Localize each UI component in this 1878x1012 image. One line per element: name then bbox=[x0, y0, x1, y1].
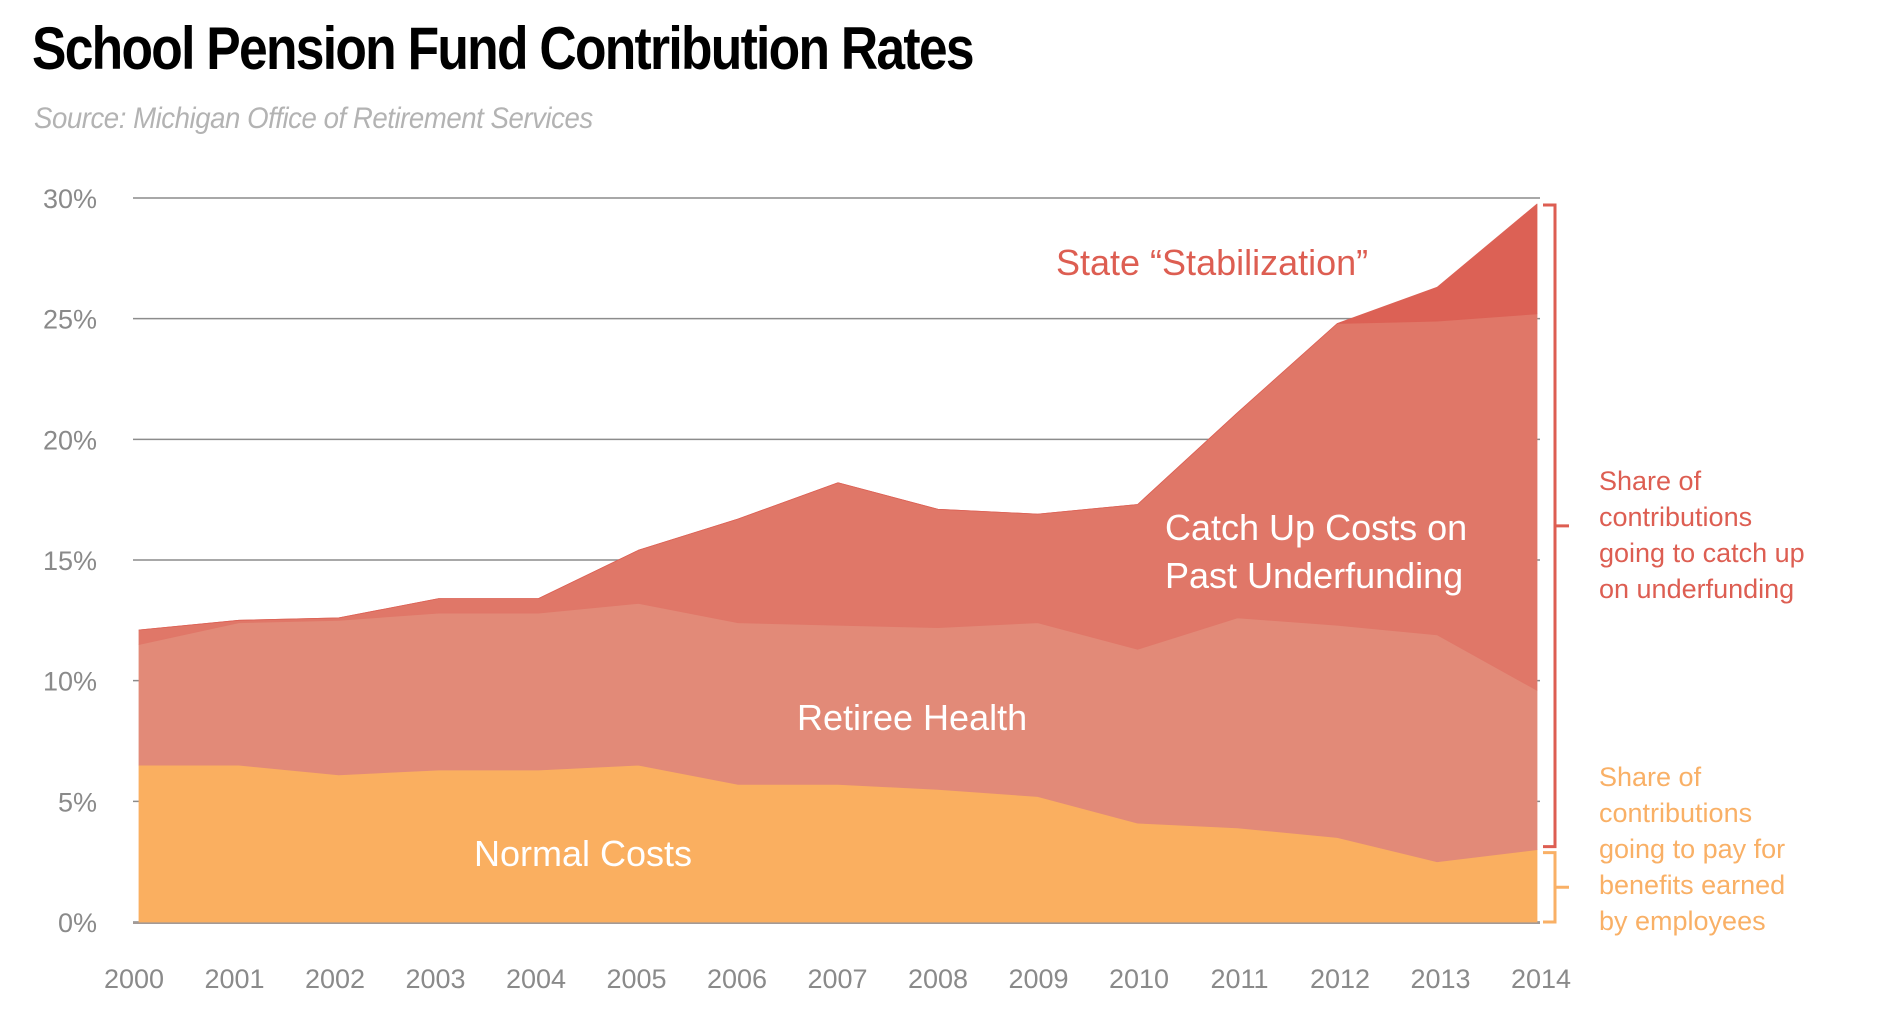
y-tick-label: 10% bbox=[43, 667, 97, 697]
area-series bbox=[138, 203, 1538, 923]
normal-cost-bracket-text: going to pay for bbox=[1599, 834, 1785, 864]
y-tick-label: 25% bbox=[43, 305, 97, 335]
x-tick-label: 2003 bbox=[405, 964, 465, 994]
x-tick-label: 2008 bbox=[908, 964, 968, 994]
normal-cost-bracket-text: by employees bbox=[1599, 906, 1766, 936]
x-tick-label: 2000 bbox=[104, 964, 164, 994]
area-labels: State “Stabilization” Catch Up Costs on … bbox=[474, 242, 1467, 874]
label-retiree-health: Retiree Health bbox=[797, 697, 1027, 738]
x-tick-label: 2012 bbox=[1310, 964, 1370, 994]
x-tick-label: 2010 bbox=[1109, 964, 1169, 994]
underfunding-bracket-text: contributions bbox=[1599, 502, 1752, 532]
underfunding-bracket-text: on underfunding bbox=[1599, 574, 1794, 604]
x-tick-label: 2007 bbox=[807, 964, 867, 994]
x-tick-label: 2005 bbox=[606, 964, 666, 994]
label-catch-up-line-2: Past Underfunding bbox=[1165, 555, 1463, 596]
annotations: Share of contributions going to catch up on… bbox=[1543, 203, 1805, 936]
normal-cost-bracket-text: benefits earned bbox=[1599, 870, 1785, 900]
x-tick-label: 2014 bbox=[1511, 964, 1571, 994]
chart-subtitle: Source: Michigan Office of Retirement Se… bbox=[34, 102, 593, 135]
label-catch-up-line-1: Catch Up Costs on bbox=[1165, 507, 1467, 548]
normal-cost-bracket bbox=[1543, 851, 1569, 924]
x-tick-label: 2004 bbox=[506, 964, 566, 994]
x-tick-label: 2001 bbox=[204, 964, 264, 994]
underfunding-bracket-text: going to catch up bbox=[1599, 538, 1805, 568]
x-tick-label: 2013 bbox=[1410, 964, 1470, 994]
y-tick-label: 30% bbox=[43, 184, 97, 214]
y-tick-label: 20% bbox=[43, 425, 97, 455]
area-stabilization bbox=[138, 203, 1538, 631]
y-tick-label: 15% bbox=[43, 546, 97, 576]
x-tick-label: 2011 bbox=[1210, 964, 1268, 994]
y-axis-tick-labels: 0% 5% 10% 15% 20% 25% 30% bbox=[43, 184, 97, 938]
x-tick-label: 2009 bbox=[1008, 964, 1068, 994]
normal-cost-bracket-text: Share of bbox=[1599, 762, 1702, 792]
underfunding-bracket bbox=[1543, 203, 1569, 849]
chart-title: School Pension Fund Contribution Rates bbox=[32, 15, 975, 82]
label-normal-costs: Normal Costs bbox=[474, 833, 692, 874]
x-axis-tick-labels: 2000 2001 2002 2003 2004 2005 2006 2007 2008 2009… bbox=[104, 964, 1571, 994]
x-tick-label: 2006 bbox=[707, 964, 767, 994]
normal-cost-bracket-text: contributions bbox=[1599, 798, 1752, 828]
y-tick-label: 0% bbox=[58, 908, 97, 938]
underfunding-bracket-text: Share of bbox=[1599, 466, 1702, 496]
y-tick-label: 5% bbox=[58, 787, 97, 817]
x-tick-label: 2002 bbox=[305, 964, 365, 994]
label-state-stabilization: State “Stabilization” bbox=[1056, 242, 1368, 283]
